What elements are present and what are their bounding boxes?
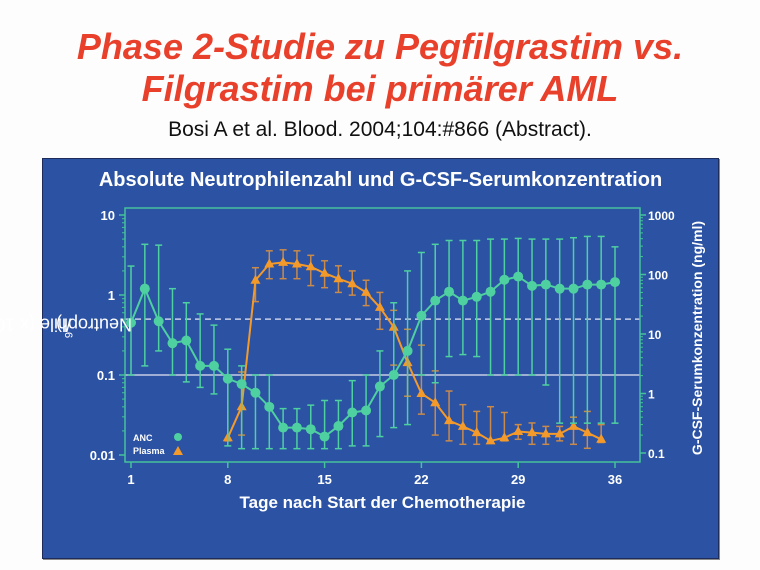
plasma-data-point <box>485 435 496 445</box>
anc-data-point <box>222 373 233 384</box>
plasma-data-point <box>430 397 441 407</box>
left-tick-label: 10 <box>101 208 115 223</box>
slide-title-line1: Phase 2-Studie zu Pegfilgrastim vs. <box>76 26 684 67</box>
anc-data-point <box>596 279 607 290</box>
right-tick-label: 0.1 <box>648 447 665 461</box>
plasma-series <box>222 249 607 450</box>
legend: ANC Plasma <box>133 433 183 456</box>
anc-data-point <box>499 274 510 285</box>
plasma-data-point <box>374 301 385 311</box>
citation: Bosi A et al. Blood. 2004;104:#866 (Abst… <box>168 118 592 141</box>
anc-data-point <box>181 335 192 346</box>
left-y-axis: 10 1 0.1 0.01 <box>90 208 125 463</box>
plasma-data-point <box>444 415 455 425</box>
anc-data-point <box>610 277 620 288</box>
chart-title: Absolute Neutrophilenzahl und G-CSF-Seru… <box>98 169 663 191</box>
plasma-data-point <box>305 261 316 271</box>
anc-data-point <box>291 422 302 433</box>
plasma-data-point <box>264 258 275 268</box>
plasma-data-point <box>347 278 358 288</box>
plasma-data-point <box>471 427 482 437</box>
right-tick-label: 1000 <box>648 209 675 223</box>
anc-series <box>126 235 620 450</box>
anc-data-point <box>236 379 247 390</box>
left-axis-label-end: /l) <box>56 314 71 335</box>
anc-data-point <box>319 431 330 442</box>
anc-data-point <box>264 401 275 412</box>
x-tick-label: 8 <box>224 472 231 487</box>
legend-label-anc: ANC <box>133 433 153 443</box>
anc-data-point <box>361 405 372 416</box>
anc-data-point <box>527 280 538 291</box>
x-tick-label: 15 <box>317 472 331 487</box>
anc-data-point <box>305 424 316 435</box>
plasma-data-point <box>250 274 261 284</box>
plasma-data-point <box>457 420 468 430</box>
anc-data-point <box>457 295 468 306</box>
anc-data-point <box>278 422 289 433</box>
plasma-data-point <box>416 388 427 397</box>
plasma-data-point <box>361 286 372 296</box>
x-tick-label: 1 <box>127 472 134 487</box>
anc-data-point <box>540 279 551 290</box>
x-tick-label: 22 <box>414 472 428 487</box>
plasma-data-point <box>513 425 524 435</box>
anc-data-point <box>471 291 482 302</box>
plasma-data-point <box>499 432 510 442</box>
slide-title-line2: Filgrastim bei primärer AML <box>141 68 619 109</box>
anc-data-point <box>513 271 524 282</box>
x-tick-label: 36 <box>608 472 622 487</box>
left-tick-label: 0.1 <box>97 368 115 383</box>
anc-data-point <box>374 381 385 392</box>
x-axis-label: Tage nach Start der Chemotherapie <box>239 493 526 512</box>
anc-data-point <box>153 316 164 327</box>
plasma-data-point <box>568 420 579 430</box>
anc-data-point <box>444 286 455 297</box>
plasma-data-point <box>278 256 289 266</box>
anc-data-point <box>568 283 579 294</box>
plasma-data-point <box>554 428 565 438</box>
plasma-data-point <box>527 427 538 437</box>
right-y-axis: 1000 100 10 1 0.1 <box>640 209 675 461</box>
anc-data-point <box>195 360 206 371</box>
anc-data-point <box>430 295 441 306</box>
right-tick-label: 10 <box>648 328 662 342</box>
anc-data-point <box>388 370 399 380</box>
anc-data-point <box>333 421 344 432</box>
x-axis: 1 8 15 22 29 36 <box>127 462 622 487</box>
right-tick-label: 1 <box>648 388 655 402</box>
left-tick-label: 1 <box>108 288 115 303</box>
plasma-data-point <box>582 427 593 437</box>
plot-frame <box>124 207 641 463</box>
left-tick-label: 0.01 <box>90 448 115 463</box>
reference-lines <box>125 318 640 376</box>
anc-data-point <box>126 317 136 328</box>
anc-data-point <box>250 387 261 398</box>
x-tick-label: 29 <box>511 472 525 487</box>
right-tick-label: 100 <box>648 269 668 283</box>
plasma-data-point <box>333 273 344 283</box>
anc-data-point <box>416 310 427 321</box>
anc-data-point <box>139 283 150 294</box>
legend-triangle-icon <box>173 446 183 455</box>
plasma-data-point <box>540 428 551 438</box>
legend-circle-icon <box>174 433 182 441</box>
anc-data-point <box>582 279 593 290</box>
legend-label-plasma: Plasma <box>133 446 166 456</box>
plasma-data-point <box>291 258 302 268</box>
anc-data-point <box>554 283 565 294</box>
right-axis-label-text: G-CSF-Serumkonzentration (ng/ml) <box>689 220 705 456</box>
anc-data-point <box>347 407 358 418</box>
anc-data-point <box>485 286 496 297</box>
anc-data-point <box>208 360 219 371</box>
plasma-data-point <box>319 267 330 277</box>
plasma-data-point <box>596 433 607 443</box>
anc-data-point <box>402 345 413 356</box>
anc-data-point <box>167 338 178 349</box>
